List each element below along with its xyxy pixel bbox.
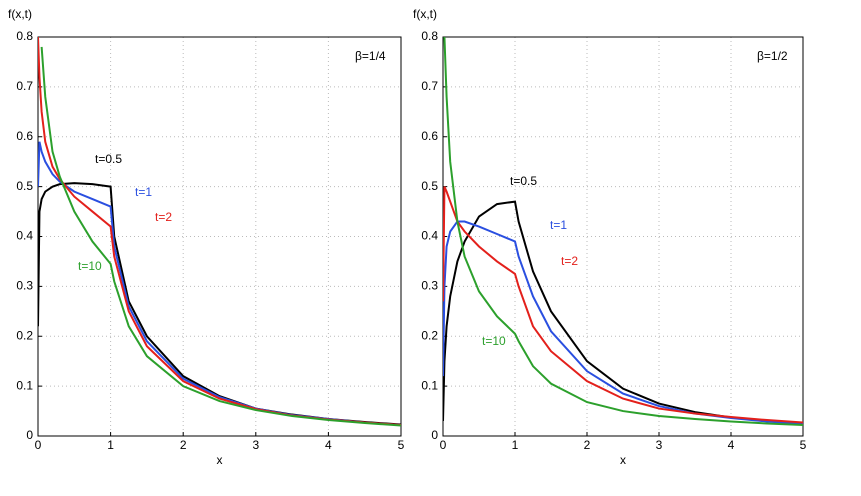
y-tick-label: 0.3 bbox=[16, 279, 33, 293]
series-label: t=0.5 bbox=[510, 174, 537, 188]
data-line bbox=[38, 37, 401, 427]
annotation: β=1/4 bbox=[355, 49, 386, 63]
y-tick-label: 0.6 bbox=[421, 129, 438, 143]
x-tick-label: 5 bbox=[398, 438, 405, 452]
y-tick-label: 0.6 bbox=[16, 129, 33, 143]
y-tick-label: 0.8 bbox=[16, 29, 33, 43]
x-tick-label: 5 bbox=[800, 438, 807, 452]
y-tick-label: 0.1 bbox=[16, 378, 33, 392]
x-tick-label: 1 bbox=[512, 438, 519, 452]
x-tick-label: 3 bbox=[252, 438, 259, 452]
series-label: t=10 bbox=[78, 259, 102, 273]
y-axis-label: f(x,t) bbox=[413, 7, 437, 21]
series-label: t=0.5 bbox=[95, 152, 122, 166]
x-tick-label: 2 bbox=[180, 438, 187, 452]
y-tick-label: 0.4 bbox=[421, 229, 438, 243]
series-label: t=2 bbox=[561, 254, 578, 268]
series-label: t=10 bbox=[482, 334, 506, 348]
y-tick-label: 0.2 bbox=[16, 328, 33, 342]
data-line bbox=[443, 186, 803, 424]
annotation: β=1/2 bbox=[757, 49, 788, 63]
data-line bbox=[38, 182, 401, 426]
y-axis-label: f(x,t) bbox=[8, 7, 32, 21]
x-tick-label: 0 bbox=[440, 438, 447, 452]
x-tick-label: 1 bbox=[107, 438, 114, 452]
x-tick-label: 2 bbox=[584, 438, 591, 452]
x-tick-label: 4 bbox=[325, 438, 332, 452]
y-tick-label: 0.5 bbox=[16, 179, 33, 193]
series-label: t=1 bbox=[135, 185, 152, 199]
y-tick-label: 0.7 bbox=[16, 79, 33, 93]
series-label: t=1 bbox=[550, 218, 567, 232]
data-line bbox=[40, 46, 401, 427]
x-tick-label: 3 bbox=[656, 438, 663, 452]
y-tick-label: 0.4 bbox=[16, 229, 33, 243]
y-tick-label: 0.7 bbox=[421, 79, 438, 93]
y-tick-label: 0.2 bbox=[421, 328, 438, 342]
plot-frame bbox=[37, 36, 402, 437]
data-line bbox=[443, 220, 803, 426]
data-line bbox=[443, 37, 803, 427]
y-tick-label: 0 bbox=[431, 428, 438, 442]
x-tick-label: 4 bbox=[728, 438, 735, 452]
y-tick-label: 0.1 bbox=[421, 378, 438, 392]
y-tick-label: 0.5 bbox=[421, 179, 438, 193]
y-tick-label: 0 bbox=[26, 428, 33, 442]
y-tick-label: 0.3 bbox=[421, 279, 438, 293]
x-axis-label: x bbox=[217, 453, 223, 467]
y-tick-label: 0.8 bbox=[421, 29, 438, 43]
x-tick-label: 0 bbox=[35, 438, 42, 452]
x-axis-label: x bbox=[620, 453, 626, 467]
series-label: t=2 bbox=[155, 210, 172, 224]
data-line bbox=[443, 200, 803, 425]
